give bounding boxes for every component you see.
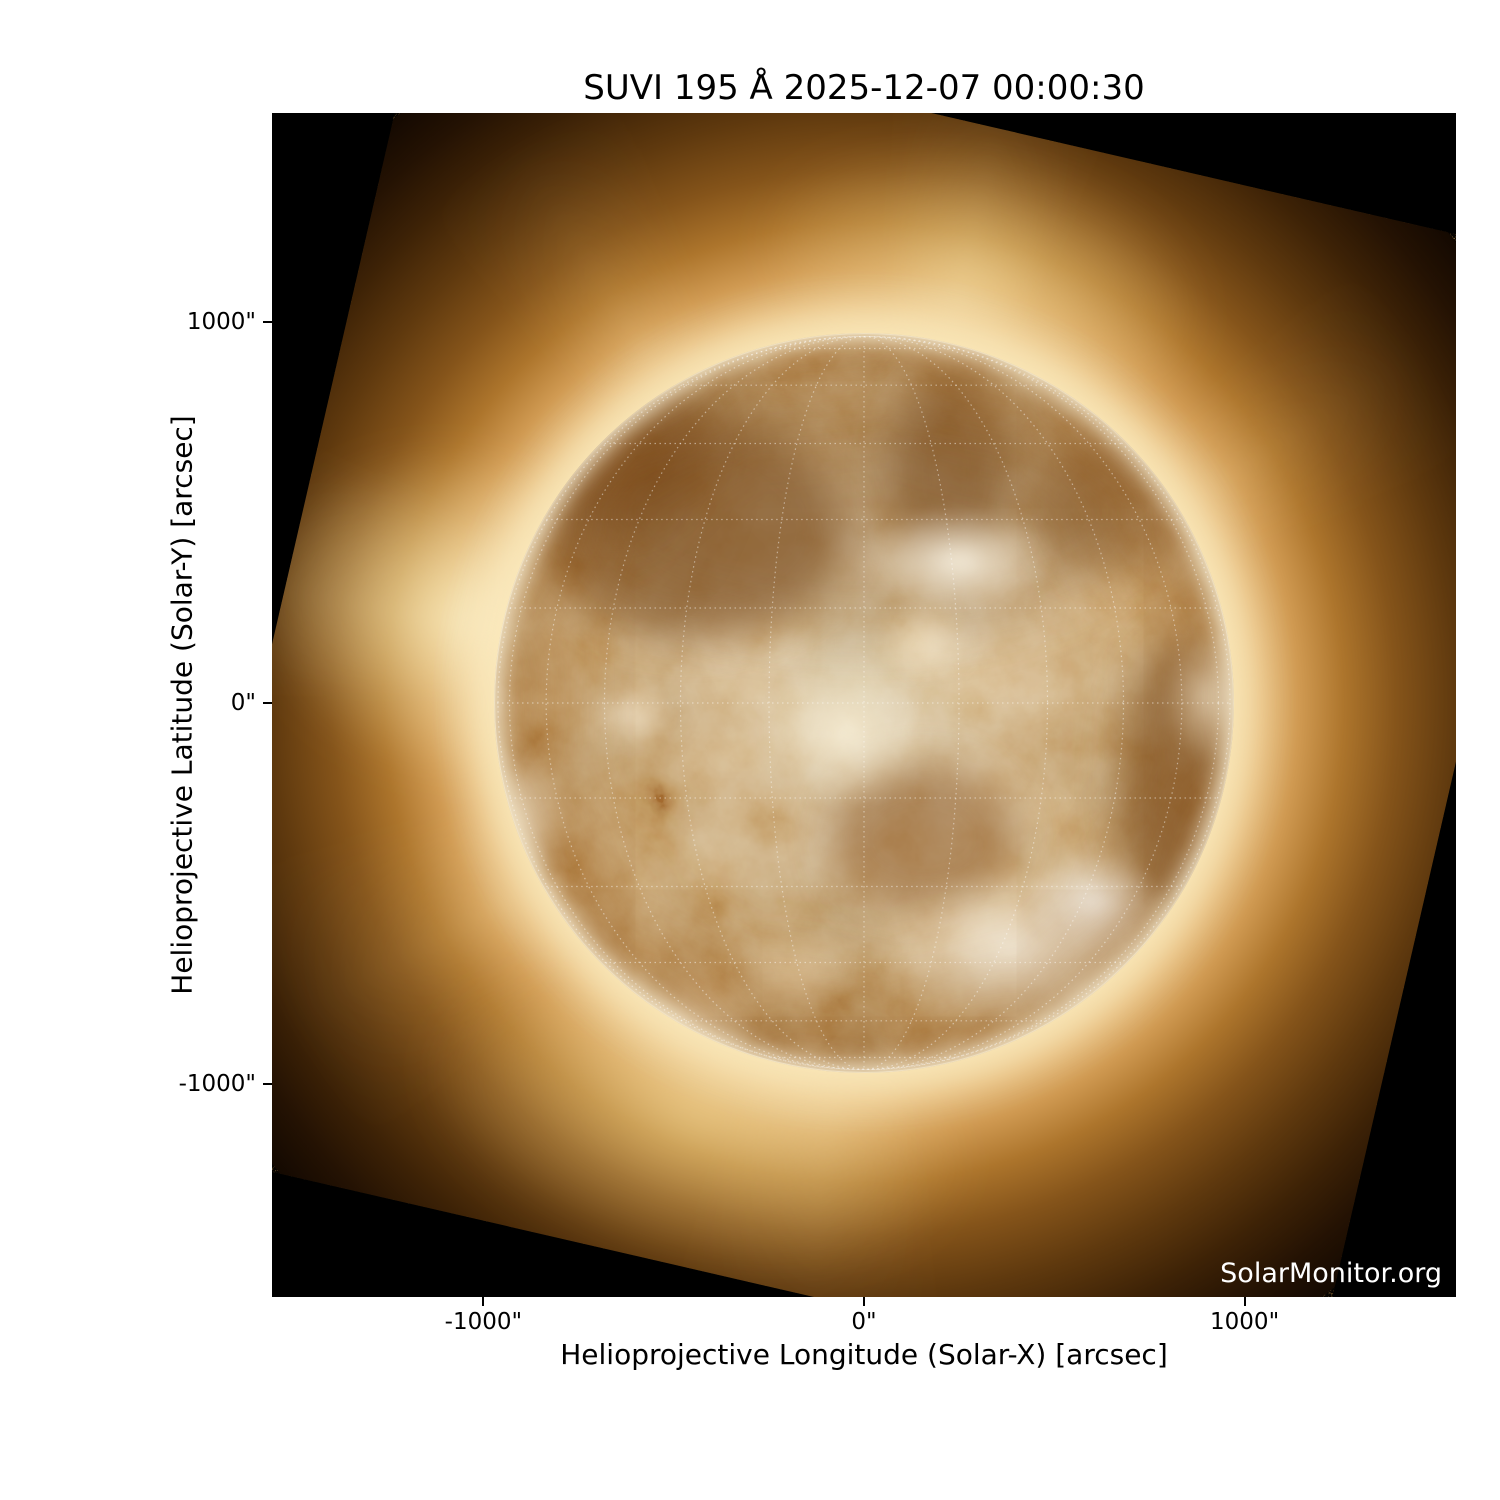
dark-band-north: [584, 393, 1144, 633]
y-tick-mark: [263, 1082, 272, 1085]
active-region-bright: [759, 658, 929, 808]
y-tick-label: 0": [230, 690, 256, 716]
dark-region: [1029, 438, 1199, 568]
bright-patch: [734, 928, 854, 1018]
x-axis-label: Helioprojective Longitude (Solar-X) [arc…: [560, 1338, 1168, 1371]
dark-region: [524, 368, 704, 528]
x-tick-label: -1000": [444, 1309, 523, 1335]
y-tick-label: -1000": [178, 1070, 256, 1097]
dark-region: [544, 418, 844, 638]
solar-image-plot-area: SolarMonitor.org: [272, 113, 1456, 1297]
y-tick-mark: [263, 702, 272, 704]
bright-patch-center: [874, 603, 974, 683]
active-region-west-limb: [1164, 633, 1234, 763]
x-tick-mark: [1243, 1297, 1246, 1306]
heliographic-grid: [497, 336, 1231, 1070]
bright-point: [594, 678, 674, 748]
watermark-text: SolarMonitor.org: [1220, 1258, 1442, 1289]
active-region-east-limb: [494, 748, 569, 878]
x-tick-mark: [482, 1297, 485, 1306]
x-tick-label: 1000": [1210, 1309, 1280, 1335]
y-tick-mark: [263, 321, 272, 324]
x-tick-mark: [863, 1297, 865, 1306]
solar-disk: [494, 333, 1234, 1073]
x-tick-label: 0": [851, 1309, 877, 1335]
plot-title: SUVI 195 Å 2025-12-07 00:00:30: [583, 68, 1145, 108]
active-region-core: [1024, 848, 1164, 958]
y-tick-label: 1000": [186, 309, 256, 336]
active-region-bright: [859, 506, 1059, 616]
surface-feature-blobs: [494, 333, 1234, 1073]
